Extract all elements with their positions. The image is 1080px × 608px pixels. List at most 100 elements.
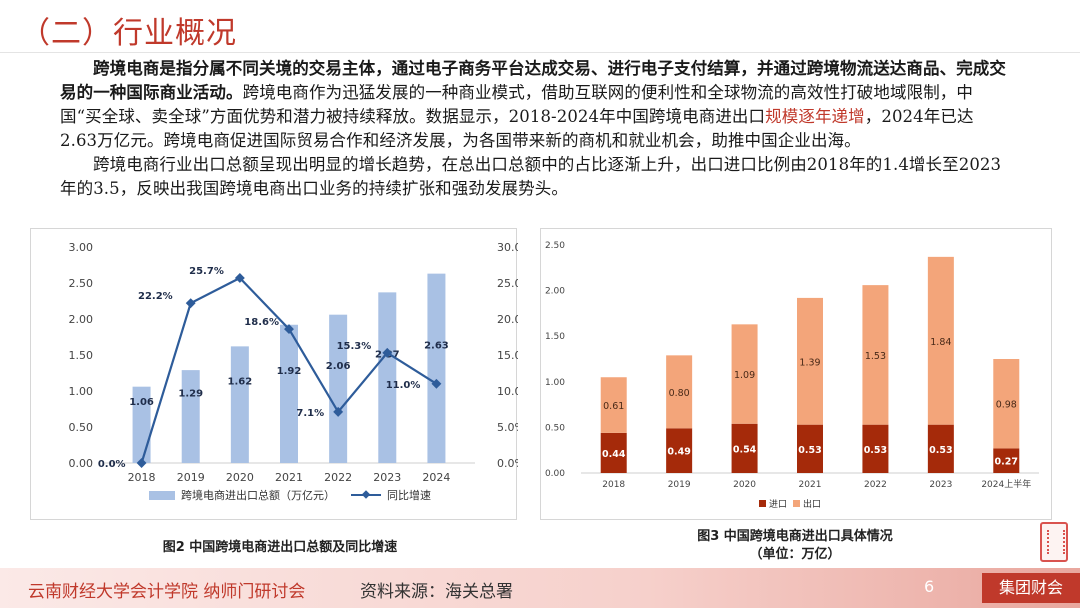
- figure-3-caption-line2: （单位：万亿）: [749, 547, 841, 562]
- bar-value-label: 2.06: [326, 361, 351, 372]
- growth-value-label: 25.7%: [189, 266, 224, 277]
- bar-export: [666, 355, 693, 429]
- export-value-label: 1.53: [865, 351, 886, 362]
- export-value-label: 0.80: [669, 388, 690, 399]
- growth-value-label: 18.6%: [244, 317, 279, 328]
- bar-export: [993, 359, 1020, 449]
- x-axis-tick: 2020: [226, 471, 254, 484]
- right-axis-tick: 20.0%: [497, 313, 518, 326]
- footer-bar: 云南财经大学会计学院 纳师门研讨会 资料来源：海关总署 6 集团财会: [0, 568, 1080, 608]
- chart-panel-import-export: 0.00 0.50 1.00 1.50 2.00 2.50 0.44 0.61 2018 0.49…: [540, 228, 1052, 520]
- figure-3-caption: 图3 中国跨境电商进出口具体情况 （单位：万亿）: [660, 528, 930, 564]
- right-axis-tick: 5.0%: [497, 421, 518, 434]
- legend-label-line: 同比增速: [387, 488, 431, 502]
- chart-import-export: 0.00 0.50 1.00 1.50 2.00 2.50 0.44 0.61 2018 0.49…: [545, 241, 1039, 510]
- import-value-label: 0.54: [733, 444, 757, 455]
- page-number: 6: [924, 577, 935, 596]
- bar-total: [181, 370, 200, 463]
- export-value-label: 0.61: [603, 401, 624, 412]
- bar-export: [862, 285, 889, 425]
- bar-import: [862, 424, 889, 473]
- x-axis-tick: 2024上半年: [981, 478, 1031, 490]
- bar-value-label: 1.62: [228, 377, 253, 388]
- bar-total: [329, 314, 348, 463]
- import-value-label: 0.53: [864, 445, 887, 456]
- bar-total: [230, 346, 249, 463]
- x-axis-tick: 2022: [864, 480, 887, 490]
- x-axis-tick: 2022: [324, 471, 352, 484]
- x-axis-tick: 2024: [422, 471, 450, 484]
- x-axis-tick: 2018: [602, 480, 625, 490]
- x-axis-tick: 2018: [128, 471, 156, 484]
- left-axis-tick: 0.50: [69, 421, 94, 434]
- growth-value-label: 7.1%: [296, 408, 324, 419]
- growth-point: [185, 298, 196, 309]
- bar-import: [666, 428, 693, 473]
- paragraph-1-text-b: ，2024年已达2.63万亿元。跨境电商促进国际贸易合作和经济发展，为各国带来新…: [60, 107, 974, 150]
- footer-source: 资料来源：海关总署: [360, 582, 513, 602]
- growth-value-label: 15.3%: [337, 341, 372, 352]
- paragraph-2: 跨境电商行业出口总额呈现出明显的增长趋势，在总出口总额中的占比逐渐上升，出口进口…: [60, 155, 1002, 198]
- right-axis-tick: 25.0%: [497, 277, 518, 290]
- paragraph-1-text-a: 跨境电商作为迅猛发展的一种商业模式，借助互联网的便利性和全球物流的高效性打破地域…: [60, 83, 974, 126]
- bar-total: [427, 273, 446, 463]
- bar-total: [378, 292, 397, 463]
- growth-point: [234, 273, 245, 283]
- growth-value-label: 22.2%: [138, 291, 173, 302]
- definition-text: 跨境电商是指分属不同关境的交易主体，通过电子商务平台达成交易、进行电子支付结算，…: [60, 59, 1006, 102]
- right-axis-tick: 0.0%: [497, 457, 518, 470]
- export-value-label: 1.39: [799, 357, 820, 368]
- bar-total: [132, 386, 151, 463]
- legend-swatch-bar: [149, 491, 175, 500]
- import-value-label: 0.27: [995, 457, 1018, 468]
- growth-point: [136, 458, 147, 468]
- bar-import: [993, 448, 1020, 473]
- bar-total: [280, 324, 298, 463]
- x-axis-tick: 2023: [373, 471, 401, 484]
- right-axis-tick: 10.0%: [497, 385, 518, 398]
- x-axis-tick: 2023: [929, 480, 952, 490]
- left-axis-tick: 2.00: [69, 313, 94, 326]
- bar-value-label: 2.63: [424, 340, 449, 351]
- x-axis-tick: 2021: [275, 471, 303, 484]
- legend-swatch-export: [793, 500, 800, 507]
- x-axis-tick: 2019: [668, 480, 691, 490]
- import-value-label: 0.53: [929, 445, 952, 456]
- export-value-label: 1.09: [734, 370, 755, 381]
- left-axis-tick: 0.00: [69, 457, 94, 470]
- legend-swatch-point: [361, 490, 371, 499]
- legend-label-export: 出口: [803, 498, 821, 510]
- x-axis-tick: 2021: [799, 480, 822, 490]
- bar-value-label: 1.29: [178, 389, 203, 400]
- growth-value-label: 0.0%: [98, 459, 126, 470]
- import-value-label: 0.44: [602, 449, 626, 460]
- chart-panel-total: 0.00 0.50 1.00 1.50 2.00 2.50 3.00 0.0% 5.0% 10.0…: [30, 228, 532, 520]
- legend-label-bar: 跨境电商进出口总额（万亿元）: [181, 488, 335, 502]
- page-title: （二）行业概况: [20, 16, 237, 51]
- import-value-label: 0.53: [798, 445, 821, 456]
- bar-import: [731, 423, 758, 473]
- right-axis-tick: 15.0%: [497, 349, 518, 362]
- legend-swatch-import: [759, 500, 766, 507]
- paragraph-1: 跨境电商是指分属不同关境的交易主体，通过电子商务平台达成交易、进行电子支付结算，…: [60, 57, 1006, 153]
- y-axis-tick: 2.00: [545, 287, 565, 297]
- bar-value-label: 1.92: [277, 366, 302, 377]
- growth-point: [431, 378, 442, 389]
- figure-3-caption-line1: 图3 中国跨境电商进出口具体情况: [697, 529, 893, 544]
- bar-export: [927, 256, 954, 425]
- bar-import: [797, 424, 823, 473]
- y-axis-tick: 2.50: [545, 241, 565, 251]
- y-axis-tick: 1.00: [545, 378, 565, 388]
- export-value-label: 0.98: [996, 400, 1017, 411]
- chart-total-trade: 0.00 0.50 1.00 1.50 2.00 2.50 3.00 0.0% 5.0% 10.0…: [69, 241, 532, 502]
- y-axis-tick: 1.50: [545, 332, 565, 342]
- right-axis-tick: 30.0%: [497, 241, 518, 254]
- figure-2-caption: 图2 中国跨境电商进出口总额及同比增速: [162, 540, 398, 555]
- stamp-icon: [1040, 522, 1068, 562]
- body-text: 跨境电商是指分属不同关境的交易主体，通过电子商务平台达成交易、进行电子支付结算，…: [60, 57, 1006, 201]
- export-value-label: 1.84: [930, 337, 951, 348]
- growth-point: [284, 324, 294, 335]
- x-axis-tick: 2019: [177, 471, 205, 484]
- left-axis-tick: 1.00: [69, 385, 94, 398]
- y-axis-tick: 0.00: [545, 469, 565, 479]
